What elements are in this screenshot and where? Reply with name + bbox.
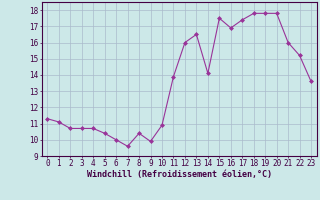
X-axis label: Windchill (Refroidissement éolien,°C): Windchill (Refroidissement éolien,°C)	[87, 170, 272, 179]
